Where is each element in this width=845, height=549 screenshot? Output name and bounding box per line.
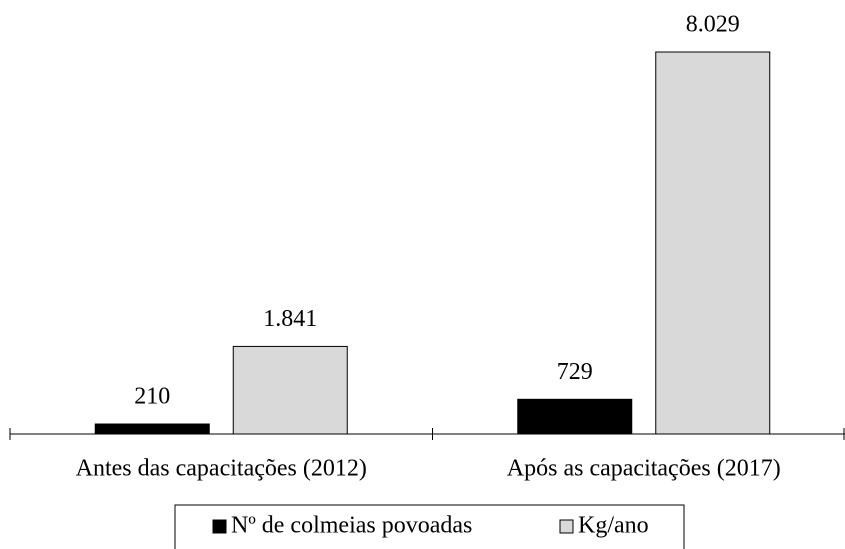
bar — [517, 398, 633, 435]
legend-label: Kg/ano — [578, 513, 649, 539]
value-label: 210 — [134, 384, 170, 410]
value-label: 8.029 — [686, 12, 740, 38]
bar — [232, 345, 348, 435]
legend-box — [174, 504, 685, 549]
bar — [655, 51, 771, 435]
x-tick-label: Antes das capacitações (2012) — [76, 456, 367, 482]
legend-swatch — [212, 519, 227, 534]
legend-swatch — [559, 519, 574, 534]
value-label: 1.841 — [263, 306, 317, 332]
legend-label: Nº de colmeias povoadas — [231, 513, 472, 539]
x-tick-label: Após as capacitações (2017) — [507, 456, 781, 482]
bar — [94, 423, 210, 435]
value-label: 729 — [557, 359, 593, 385]
